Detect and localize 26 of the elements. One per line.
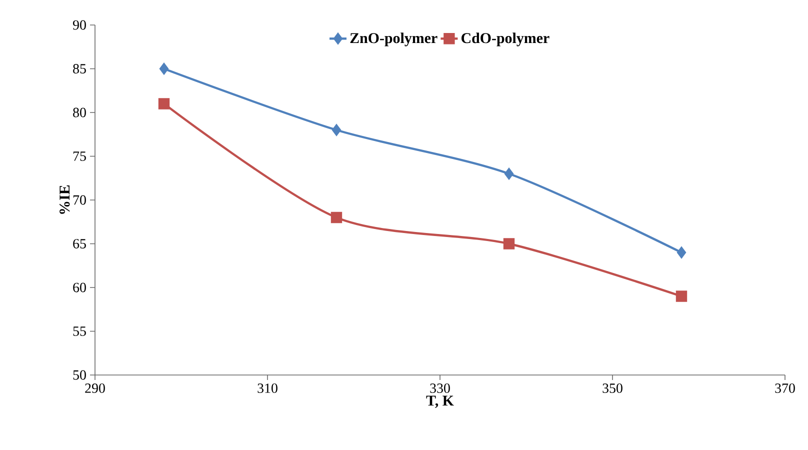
x-tick-label: 350 xyxy=(602,384,622,393)
x-tick-label: 310 xyxy=(258,384,278,393)
x-axis-title: T, K xyxy=(426,396,454,408)
point xyxy=(160,63,168,74)
point xyxy=(677,246,686,258)
y-tick-label: 65 xyxy=(73,239,86,248)
x-tick-label: 370 xyxy=(775,384,795,393)
y-axis-title: %IE xyxy=(60,185,70,214)
point xyxy=(332,124,341,136)
y-tick-label: 60 xyxy=(73,282,86,292)
point xyxy=(330,212,342,224)
y-tick-label: 70 xyxy=(73,195,86,205)
legend-label: CdO-polymer xyxy=(462,32,550,46)
point xyxy=(503,238,515,250)
y-tick-label: 50 xyxy=(73,370,86,380)
y-tick-label: 75 xyxy=(73,152,86,161)
x-tick-label: 330 xyxy=(430,384,450,393)
y-tick-label: 80 xyxy=(73,108,86,118)
point xyxy=(158,98,170,110)
y-tick-label: 55 xyxy=(73,326,86,336)
point xyxy=(504,168,514,180)
legend-label: ZnO-polymer xyxy=(350,32,438,46)
y-tick-label: 90 xyxy=(72,20,86,30)
x-tick-label: 290 xyxy=(85,384,105,393)
y-tick-label: 85 xyxy=(73,64,86,74)
point xyxy=(676,290,688,302)
